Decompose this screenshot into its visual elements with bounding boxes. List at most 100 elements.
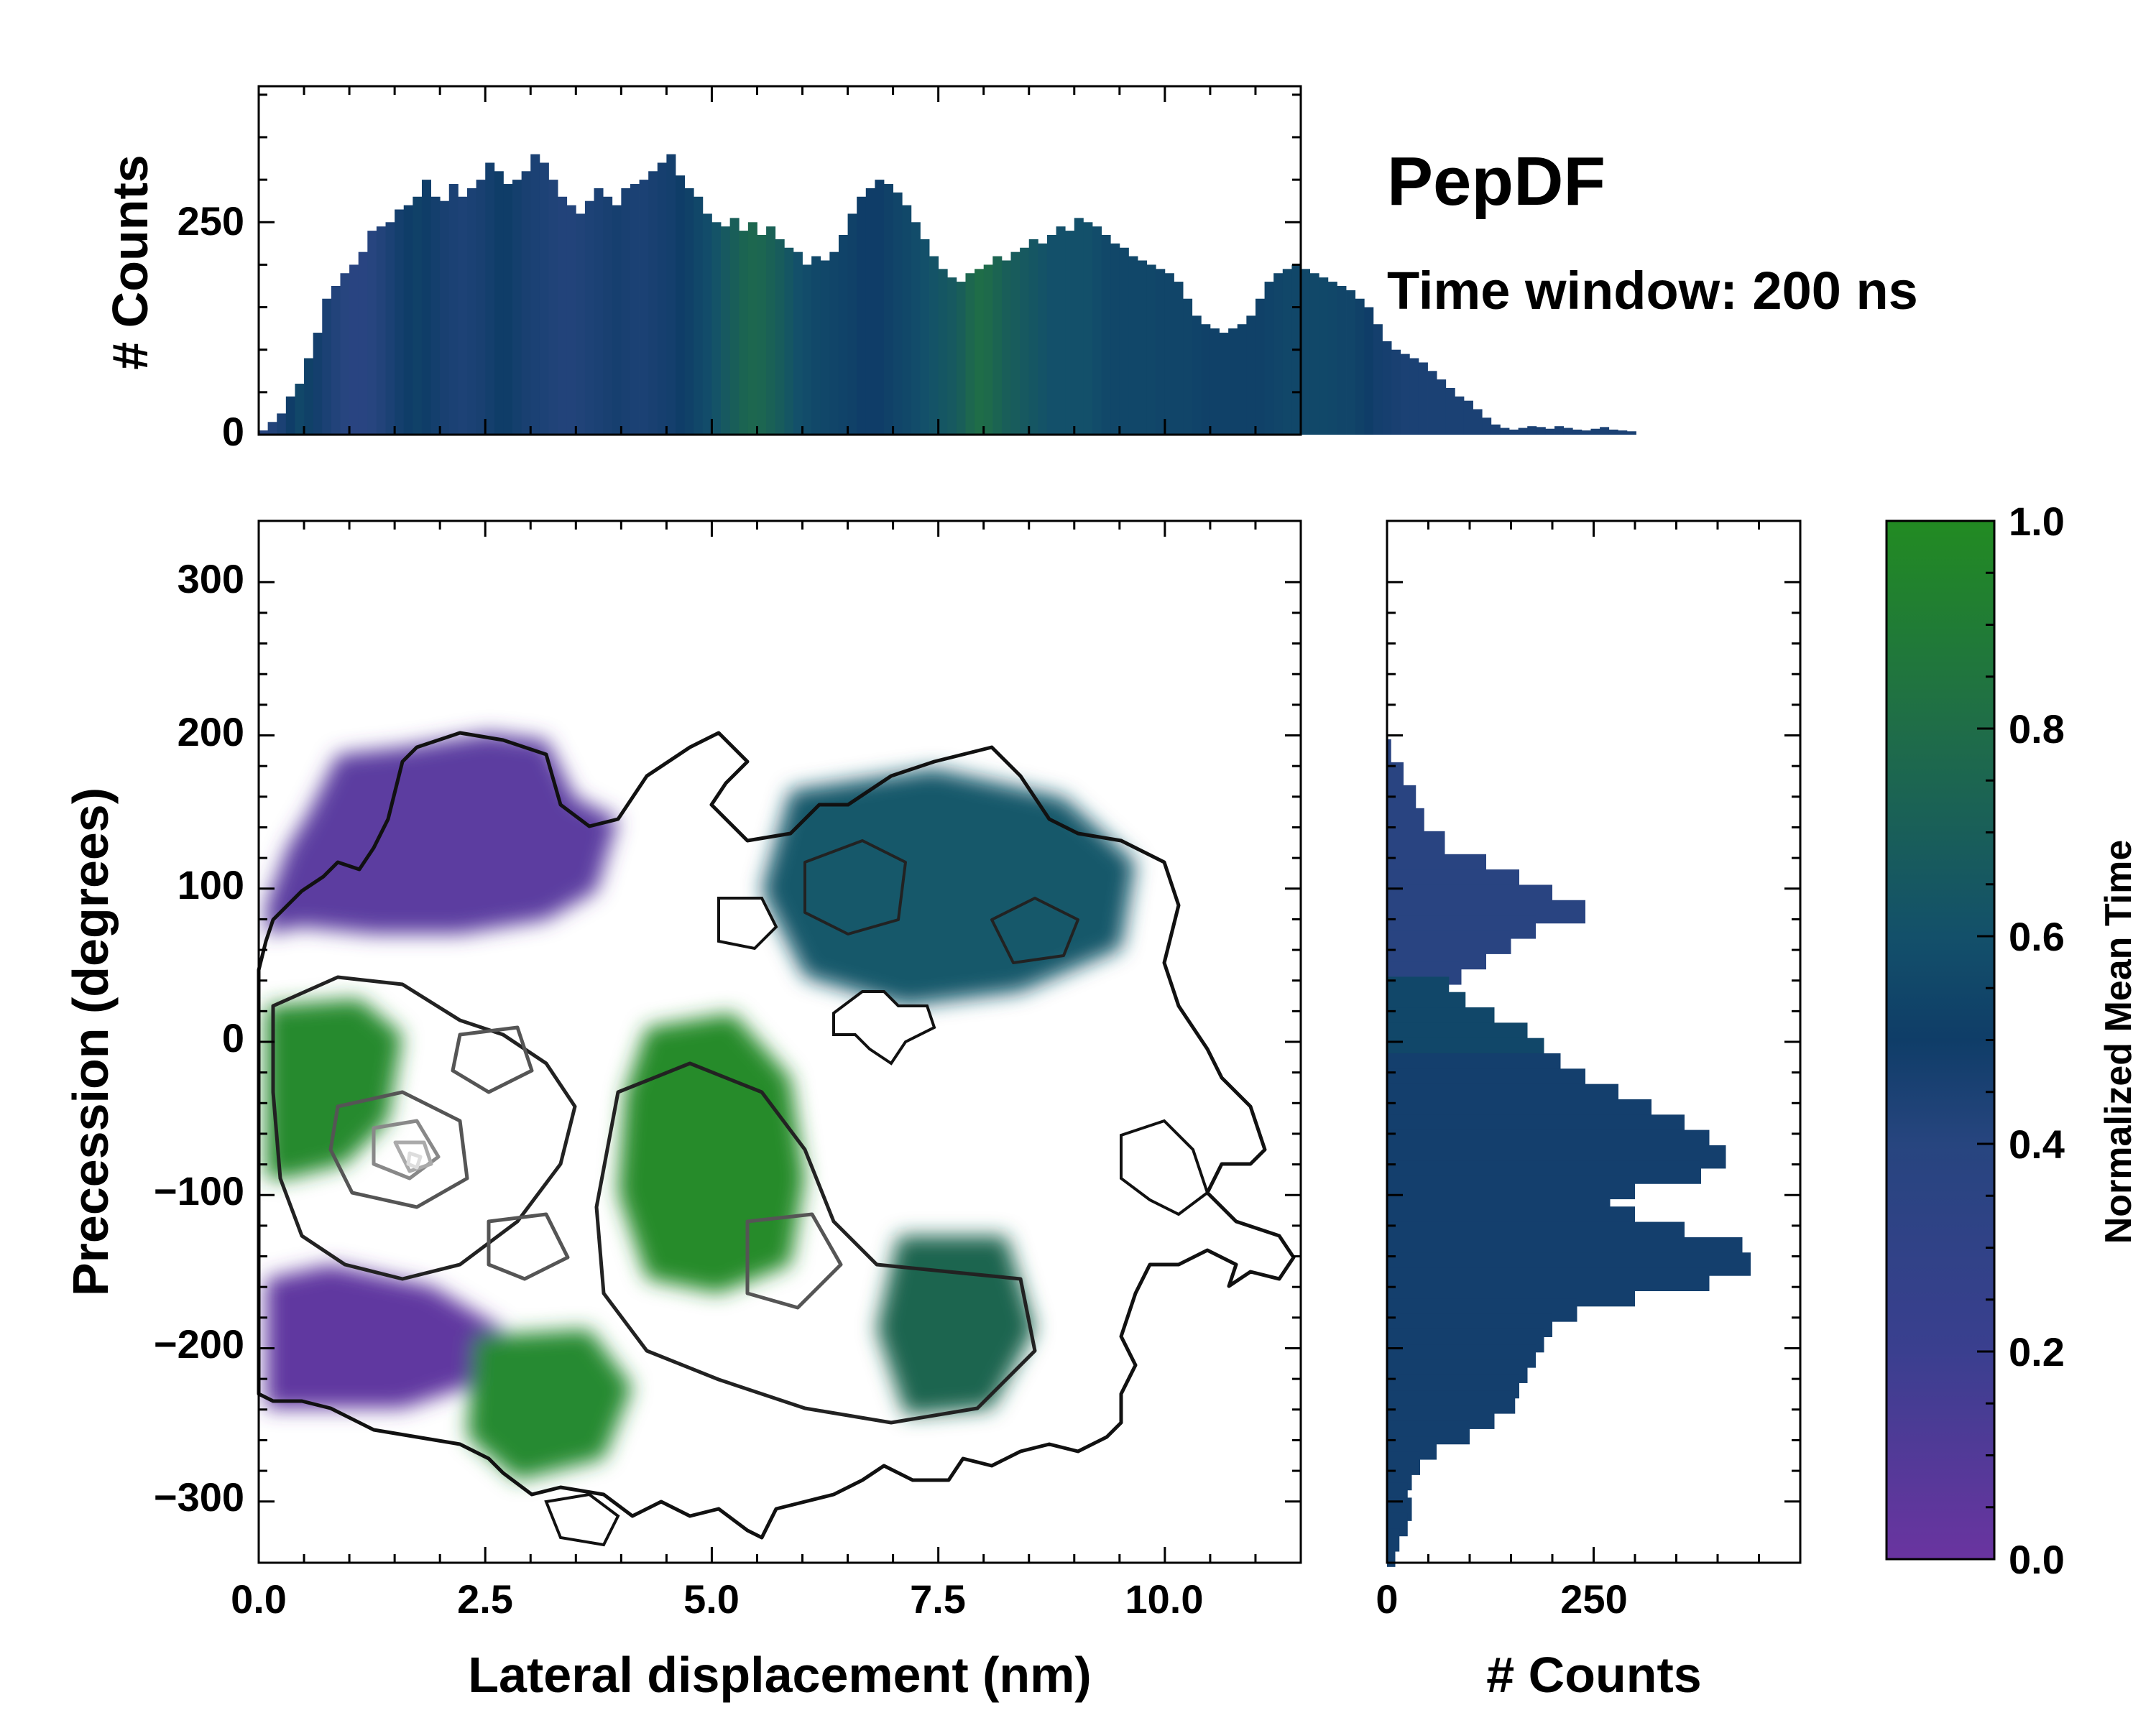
top-hist-bar <box>956 282 966 435</box>
top-hist-bar <box>1455 396 1465 435</box>
top-hist-bar <box>902 205 912 435</box>
colorbar-label: Normalized Mean Time <box>2098 840 2139 1244</box>
xtick-5: 5.0 <box>683 1576 740 1622</box>
top-hist-bar <box>503 184 513 435</box>
top-hist-bar <box>1065 231 1075 435</box>
top-hist-bar <box>648 171 658 435</box>
region-green-lower <box>467 1329 632 1480</box>
top-hist-bar <box>711 222 722 435</box>
cbar-tick-0.2: 0.2 <box>2009 1329 2065 1374</box>
xtick-7.5: 7.5 <box>910 1576 966 1622</box>
right-histogram-ticks <box>1386 521 1802 1563</box>
right-hist-bar <box>1387 1543 1396 1567</box>
top-histogram-bars <box>259 154 1636 435</box>
top-hist-bar <box>1482 417 1492 435</box>
top-hist-bar <box>747 222 757 435</box>
top-hist-bar <box>1174 282 1184 435</box>
top-hist-bar <box>1337 285 1347 435</box>
top-hist-bar <box>1327 282 1337 435</box>
top-hist-bar <box>702 213 712 435</box>
top-hist-bar <box>639 180 649 435</box>
top-hist-bar <box>385 222 395 435</box>
top-hist-bar <box>576 213 586 435</box>
top-hist-bar <box>1554 426 1565 435</box>
top-hist-bar <box>1500 428 1510 435</box>
cbar-tick-0.6: 0.6 <box>2009 914 2065 959</box>
top-hist-bar <box>584 200 594 435</box>
top-hist-bar <box>1001 260 1011 435</box>
top-hist-bar <box>259 430 269 435</box>
top-hist-bar <box>630 184 640 435</box>
top-hist-bar <box>1608 429 1618 435</box>
top-hist-bar <box>331 285 341 435</box>
top-hist-bar <box>340 273 350 435</box>
top-hist-bar <box>938 269 948 435</box>
top-hist-bar <box>1038 243 1048 435</box>
top-hist-bar <box>1626 431 1636 435</box>
top-hist-bar <box>621 188 631 435</box>
top-hist-bar <box>467 188 477 435</box>
top-hist-bar <box>1445 387 1455 435</box>
top-hist-bar <box>349 264 359 435</box>
right-histogram: 0 250 # Counts <box>1376 519 1802 1703</box>
top-hist-bar <box>1581 430 1591 435</box>
top-hist-bar <box>603 196 613 435</box>
contour-outer-1 <box>271 975 577 1281</box>
top-hist-bar <box>757 235 767 435</box>
top-hist-bar <box>1046 235 1056 435</box>
main-heatmap: 0.0 2.5 5.0 7.5 10.0 300 200 100 0 −100 … <box>63 519 1302 1703</box>
top-hist-ylabel: # Counts <box>102 154 158 369</box>
ytick-neg200: −200 <box>154 1321 244 1367</box>
contour-outer-4 <box>990 897 1079 964</box>
top-hist-bar <box>775 239 785 435</box>
top-hist-bar <box>684 188 694 435</box>
top-hist-bar <box>1110 243 1120 435</box>
top-hist-bar <box>1473 409 1483 435</box>
top-hist-bar <box>295 384 305 435</box>
ytick-neg300: −300 <box>154 1474 244 1520</box>
top-hist-bar <box>729 218 740 435</box>
top-hist-bar <box>594 188 604 435</box>
top-hist-bar <box>1319 277 1329 435</box>
top-hist-bar <box>1382 341 1392 435</box>
top-hist-bar <box>875 180 885 435</box>
top-hist-bar <box>666 154 676 435</box>
top-hist-bar <box>539 162 549 435</box>
top-hist-bar <box>1201 324 1211 435</box>
top-hist-bar <box>911 222 921 435</box>
contour-mid-1 <box>328 1090 469 1209</box>
contour-peak <box>406 1151 423 1170</box>
top-hist-bar <box>721 226 731 435</box>
top-hist-bar <box>413 196 423 435</box>
top-hist-bar <box>285 396 295 435</box>
top-hist-bar <box>304 358 314 435</box>
main-xlabel: Lateral displacement (nm) <box>468 1647 1091 1703</box>
contour-inner-1 <box>372 1119 441 1181</box>
top-hist-bar <box>1083 222 1093 435</box>
top-hist-bar <box>1237 324 1247 435</box>
top-hist-bar <box>1273 273 1284 435</box>
top-hist-bar <box>421 180 431 435</box>
chart-title: PepDF <box>1387 143 1606 220</box>
top-hist-bar <box>1074 218 1084 435</box>
top-hist-bar <box>395 209 405 435</box>
top-hist-bar <box>793 251 803 435</box>
top-hist-bar <box>865 188 875 435</box>
top-hist-bar <box>1228 328 1238 435</box>
top-hist-bar <box>512 180 522 435</box>
top-hist-bar <box>1119 247 1129 435</box>
top-hist-bar <box>676 175 686 435</box>
top-hist-bar <box>1364 307 1374 435</box>
cbar-tick-0.8: 0.8 <box>2009 706 2065 752</box>
top-hist-bar <box>1028 239 1038 435</box>
top-hist-bar <box>1600 427 1610 435</box>
top-hist-bar <box>1138 260 1148 435</box>
contour-mid-3 <box>487 1212 570 1281</box>
top-hist-bar <box>893 192 903 435</box>
top-hist-bar <box>612 205 622 435</box>
right-hist-xtick-0: 0 <box>1376 1576 1398 1622</box>
top-hist-bar <box>1463 400 1473 435</box>
top-hist-bar <box>1418 362 1428 435</box>
colorbar-gradient <box>1885 519 1996 1561</box>
colorbar: 0.0 0.2 0.4 0.6 0.8 1.0 Normalized Mean … <box>1885 499 2139 1582</box>
